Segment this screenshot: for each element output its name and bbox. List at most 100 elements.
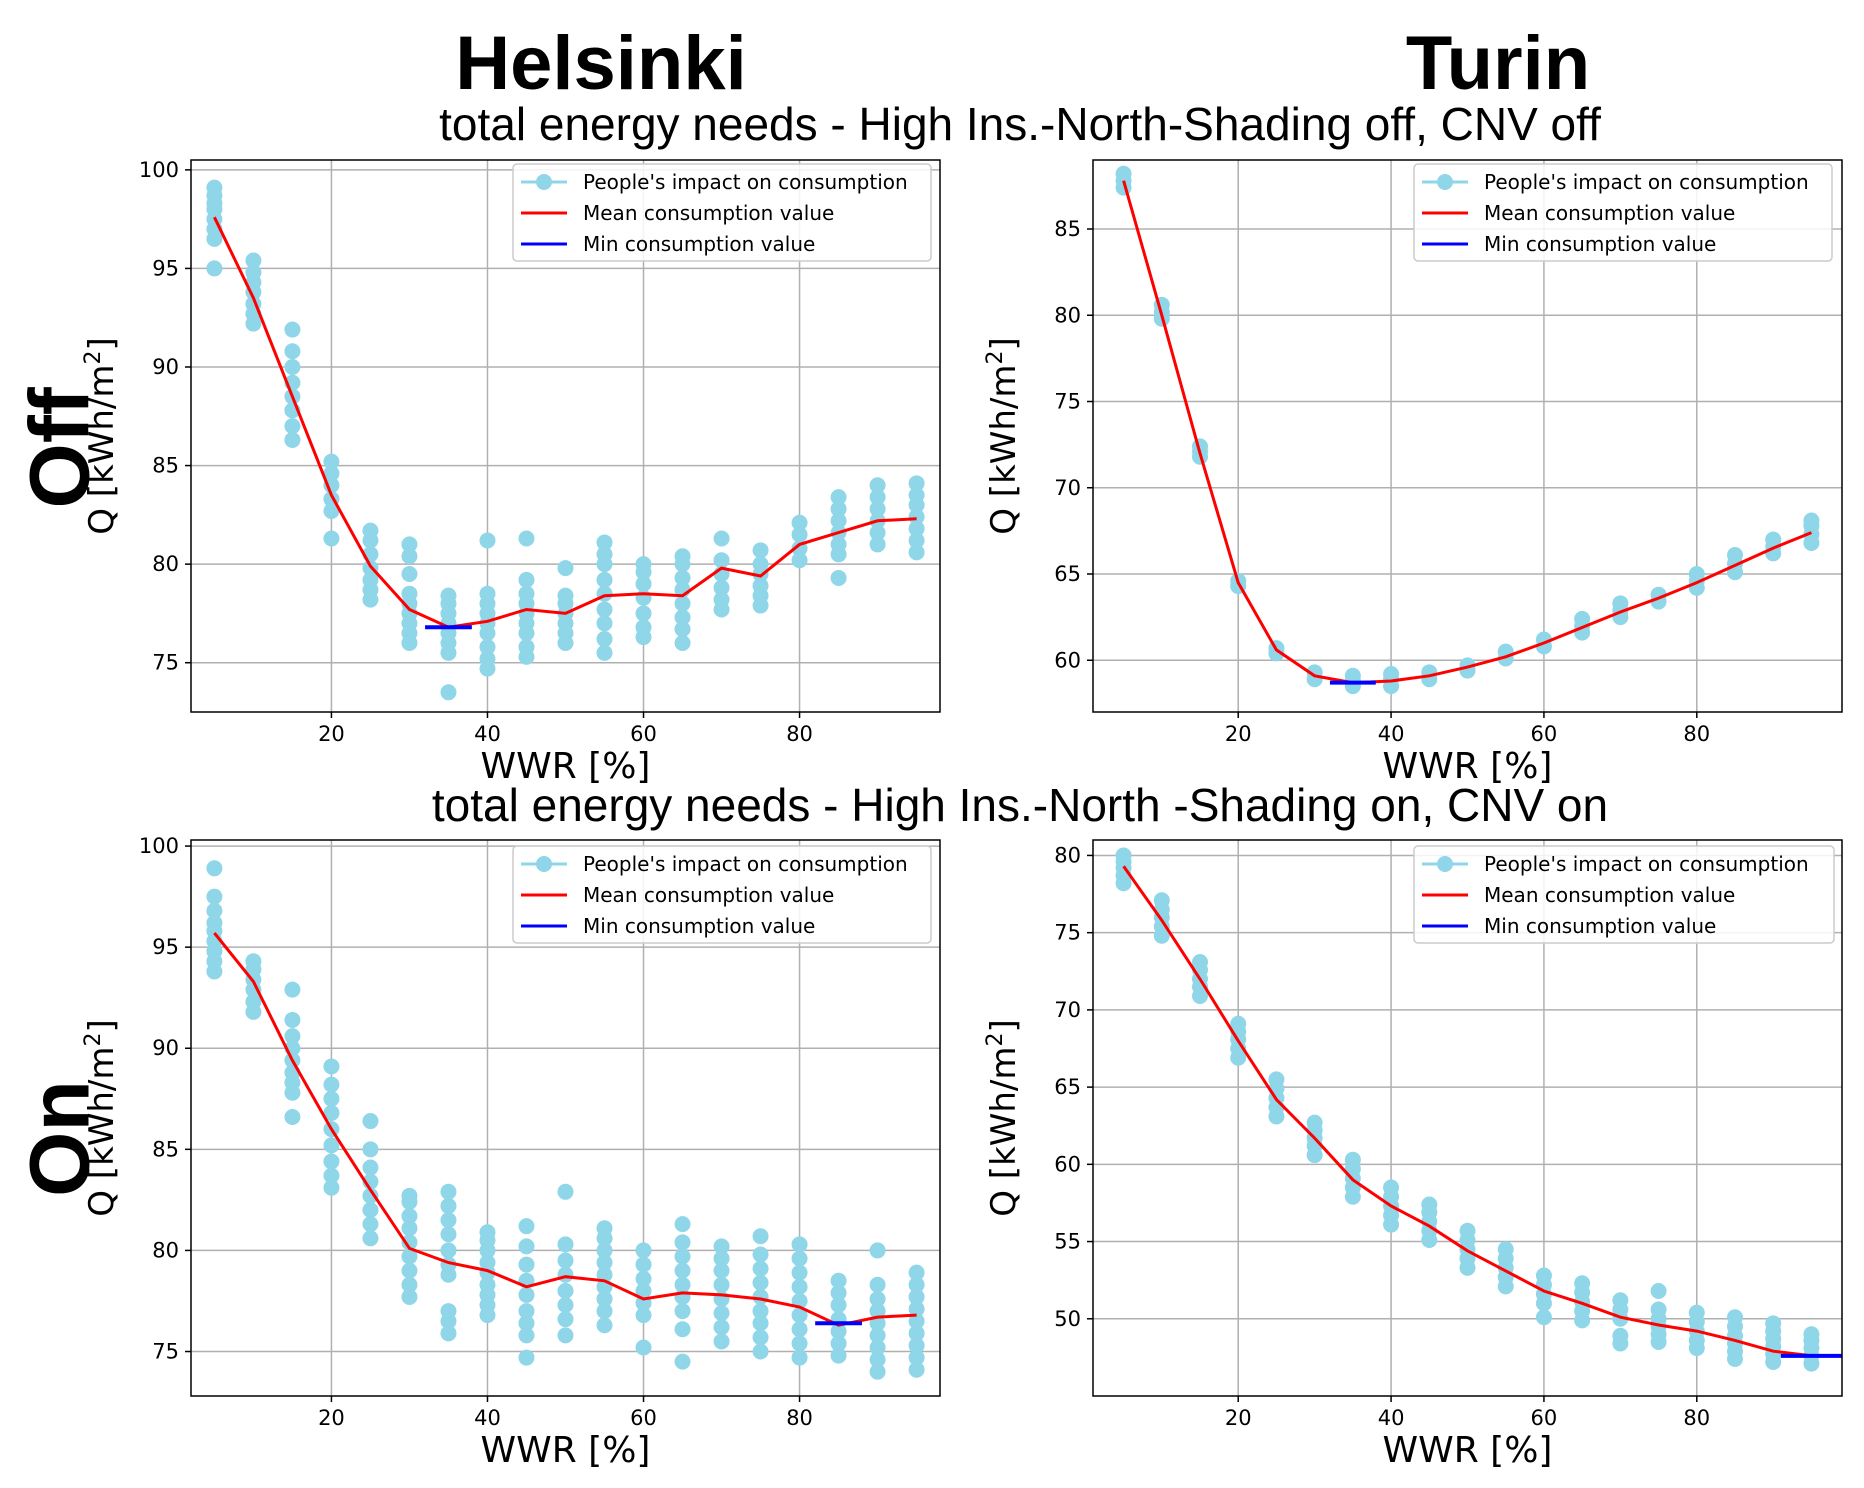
scatter-point — [518, 1349, 535, 1366]
legend-people-label: People's impact on consumption — [1484, 170, 1809, 194]
scatter-point — [518, 585, 535, 602]
scatter-point — [908, 1276, 925, 1293]
legend-box — [512, 845, 932, 944]
y-tick-label: 75 — [1054, 921, 1081, 945]
scatter-point — [635, 619, 652, 636]
scatter-point — [830, 1323, 847, 1340]
scatter-point — [1421, 1196, 1438, 1213]
x-tick-label: 20 — [318, 722, 345, 746]
scatter-point — [1383, 1179, 1400, 1196]
scatter-point — [362, 571, 379, 588]
scatter-point — [518, 1286, 535, 1303]
x-tick-label: 80 — [786, 1406, 813, 1430]
scatter-point — [791, 1307, 808, 1324]
x-tick-label: 60 — [1531, 1406, 1558, 1430]
scatter-point — [635, 1339, 652, 1356]
scatter-point — [830, 1335, 847, 1352]
scatter-point — [791, 526, 808, 543]
y-axis-label-close: ] — [82, 1019, 122, 1032]
scatter-point — [284, 359, 301, 375]
scatter-point — [1612, 1327, 1629, 1344]
scatter-point — [245, 993, 262, 1010]
scatter-point — [284, 431, 301, 448]
scatter-point — [479, 638, 496, 655]
scatter-point — [1153, 892, 1170, 909]
scatter-point — [479, 1224, 496, 1241]
scatter-point — [1115, 165, 1132, 182]
scatter-point — [752, 1303, 769, 1320]
scatter-point — [440, 1226, 457, 1243]
scatter-point — [713, 1238, 730, 1255]
scatter-point — [284, 1028, 301, 1045]
scatter-point — [479, 585, 496, 602]
y-axis-label-superscript: 2 — [81, 351, 106, 365]
scatter-point — [557, 1297, 574, 1314]
y-tick-label: 80 — [1054, 843, 1081, 867]
scatter-point — [284, 1108, 301, 1125]
legend-mean-label: Mean consumption value — [583, 201, 834, 225]
scatter-point — [362, 1201, 379, 1218]
x-tick-label: 20 — [1225, 722, 1252, 746]
scatter-point — [752, 1329, 769, 1346]
y-axis-label-superscript: 2 — [983, 1033, 1008, 1047]
scatter-point — [674, 1303, 691, 1320]
scatter-point — [869, 524, 886, 541]
scatter-point — [713, 579, 730, 596]
y-tick-label: 75 — [1054, 390, 1081, 414]
scatter-point — [869, 1276, 886, 1293]
scatter-point — [518, 638, 535, 655]
scatter-point — [401, 1262, 418, 1279]
scatter-point — [323, 1167, 340, 1184]
scatter-point — [596, 534, 613, 551]
scatter-point — [440, 587, 457, 604]
scatter-point — [830, 489, 847, 506]
scatter-point — [674, 1234, 691, 1251]
y-tick-label: 100 — [139, 158, 179, 182]
x-axis-label: WWR [%] — [481, 1430, 651, 1471]
y-tick-label: 80 — [152, 1238, 179, 1262]
x-tick-label: 40 — [1378, 1406, 1405, 1430]
legend-people-label: People's impact on consumption — [583, 170, 908, 194]
scatter-point — [908, 508, 925, 525]
scatter-point — [596, 546, 613, 563]
scatter-point — [869, 500, 886, 517]
scatter-point — [791, 1321, 808, 1338]
scatter-point — [284, 321, 301, 338]
scatter-point — [479, 1276, 496, 1293]
scatter-point — [1574, 1275, 1591, 1292]
chart-panel-helsinki-on: 20 40 60 80 75 80 85 90 95 100 WWR [%] Q [kWh/m2] Pe… — [81, 834, 941, 1471]
scatter-point — [674, 1353, 691, 1370]
scatter-point — [830, 500, 847, 517]
x-tick-label: 40 — [474, 722, 501, 746]
y-tick-label: 60 — [1054, 648, 1081, 672]
scatter-point — [323, 1153, 340, 1170]
chart-panel-helsinki-off: 20 40 60 80 75 80 85 90 95 100 WWR [%] Q [kWh/m2] Pe… — [81, 158, 941, 787]
x-tick-label: 60 — [630, 1406, 657, 1430]
scatter-point — [635, 1282, 652, 1299]
scatter-point — [557, 1236, 574, 1253]
y-tick-label: 95 — [152, 935, 179, 959]
scatter-point — [830, 1347, 847, 1364]
scatter-point — [596, 571, 613, 588]
scatter-point — [908, 1349, 925, 1366]
x-axis-label: WWR [%] — [1383, 746, 1553, 787]
scatter-point — [596, 1317, 613, 1334]
y-tick-label: 70 — [1054, 476, 1081, 500]
y-axis-label-text: Q [kWh/m — [984, 1047, 1024, 1217]
legend: People's impact on consumption Mean consu… — [1413, 845, 1835, 944]
legend-min-label: Min consumption value — [583, 232, 815, 256]
scatter-point — [323, 1179, 340, 1196]
scatter-point — [908, 520, 925, 537]
y-axis-label-text: Q [kWh/m — [82, 365, 122, 535]
legend-box — [512, 163, 932, 262]
scatter-point — [1688, 566, 1705, 582]
x-tick-label: 20 — [318, 1406, 345, 1430]
y-axis-label-superscript: 2 — [983, 351, 1008, 365]
scatter-point — [869, 536, 886, 553]
scatter-point — [791, 1278, 808, 1295]
column-title-turin: Turin — [1405, 21, 1591, 106]
plot-frame — [190, 159, 941, 713]
scatter-point — [1765, 1315, 1782, 1332]
x-tick-label: 40 — [1378, 722, 1405, 746]
chart-panel-turin-on: 20 40 60 80 50 55 60 65 70 75 80 WWR [%] Q [kWh/m2] P… — [983, 839, 1843, 1471]
